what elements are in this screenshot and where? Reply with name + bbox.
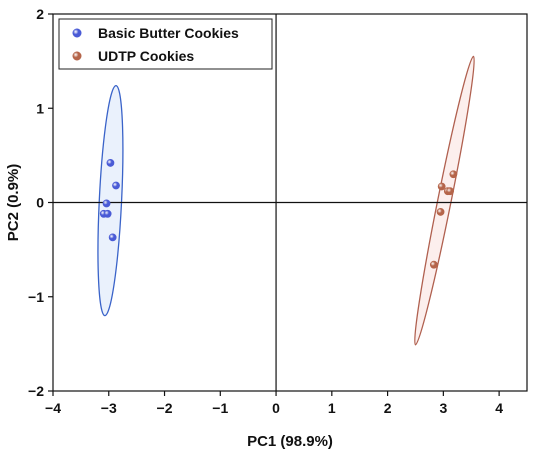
data-point: [106, 159, 115, 167]
legend-marker-basic-butter-cookies: [72, 28, 82, 38]
x-tick-label: 3: [439, 400, 447, 416]
x-tick-label: −3: [101, 400, 117, 416]
legend-label: UDTP Cookies: [98, 48, 194, 64]
x-axis-title: PC1 (98.9%): [247, 433, 333, 450]
x-tick-label: 2: [384, 400, 392, 416]
confidence-ellipse: [414, 55, 475, 346]
legend-item: UDTP Cookies: [72, 48, 194, 64]
y-tick-label: −2: [28, 383, 44, 399]
y-tick-label: 0: [36, 195, 44, 211]
tick-labels: −4 −3 −2 −1 0 1 2 3 4 −2 −1 0 1 2: [28, 6, 503, 416]
legend-box: [58, 18, 273, 70]
legend-marker-udtp-cookies: [72, 51, 82, 61]
x-tick-label: −4: [45, 400, 61, 416]
data-point: [429, 260, 438, 269]
x-tick-label: 1: [328, 400, 336, 416]
data-point: [446, 187, 454, 196]
y-tick-label: 2: [36, 6, 44, 22]
data-point: [112, 181, 120, 190]
legend-label: Basic Butter Cookies: [98, 25, 239, 41]
axes: [48, 13, 528, 396]
y-tick-label: 1: [36, 100, 44, 116]
x-tick-label: 4: [495, 400, 503, 416]
x-tick-label: −2: [157, 400, 173, 416]
y-axis-title: PC2 (0.9%): [5, 164, 22, 242]
data-point: [449, 170, 458, 179]
x-tick-label: −1: [212, 400, 228, 416]
legend: Basic Butter Cookies UDTP Cookies: [58, 18, 273, 70]
x-tick-label: 0: [272, 400, 280, 416]
legend-item: Basic Butter Cookies: [72, 25, 239, 41]
data-point: [437, 182, 446, 191]
confidence-ellipse: [97, 84, 124, 317]
data-points: [99, 159, 458, 269]
data-point: [103, 209, 112, 218]
data-point: [436, 208, 445, 216]
data-point: [108, 233, 117, 242]
y-tick-label: −1: [28, 289, 44, 305]
confidence-ellipses: [97, 55, 475, 346]
data-point: [102, 199, 111, 208]
